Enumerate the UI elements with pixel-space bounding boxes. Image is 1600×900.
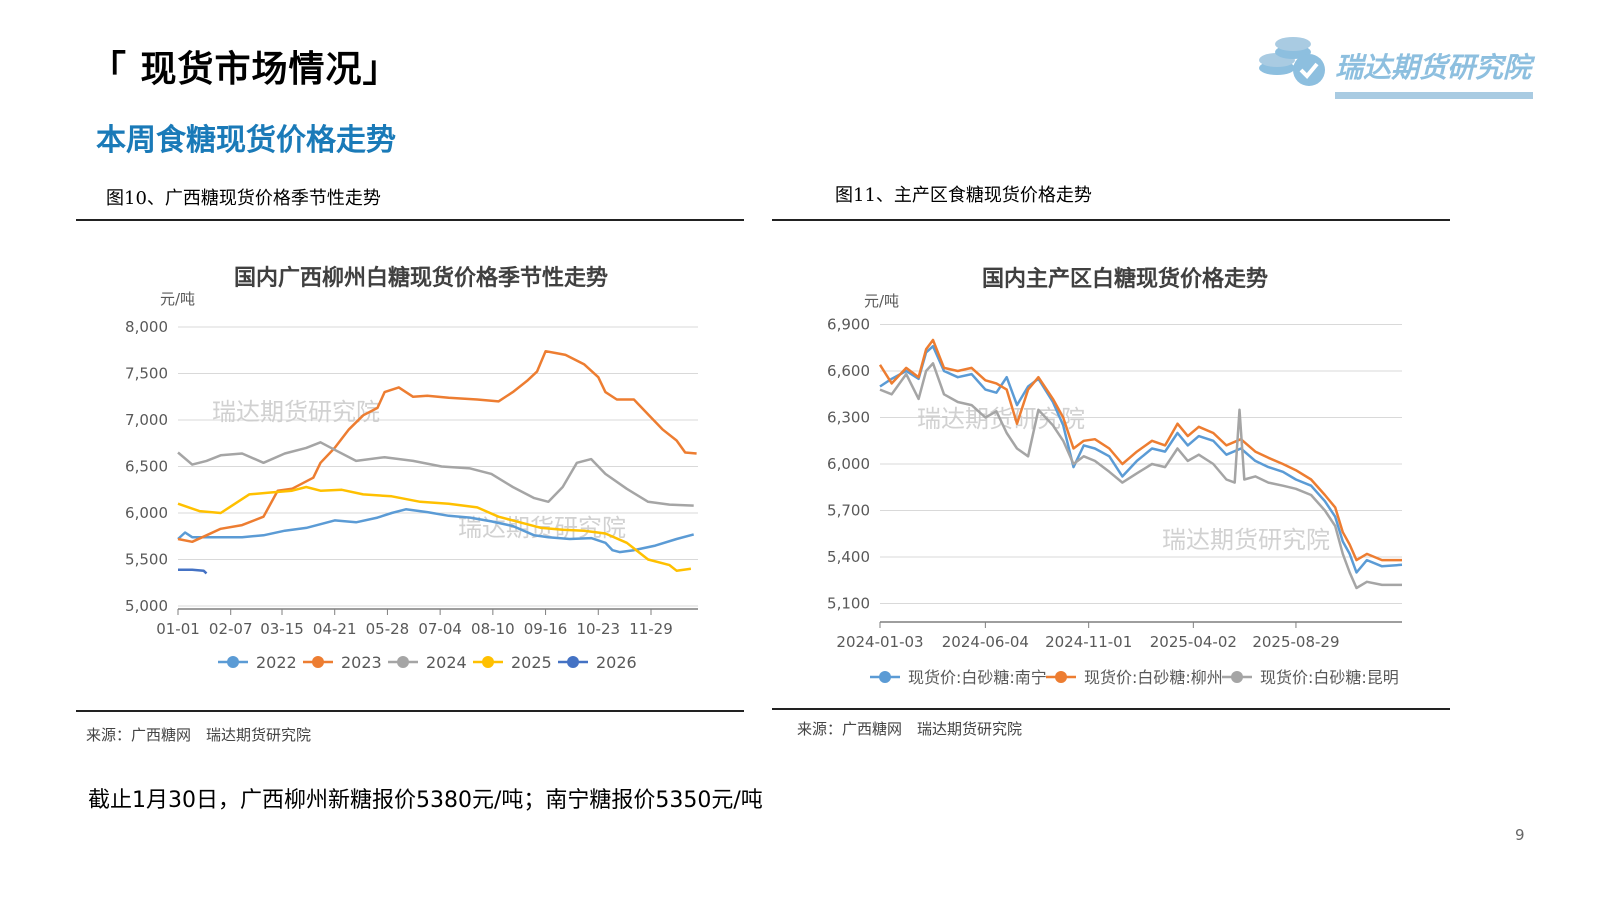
legend-marker	[567, 656, 579, 668]
legend-label: 现货价:白砂糖:柳州	[1084, 668, 1223, 687]
y-tick-label: 5,100	[827, 595, 870, 613]
y-axis-unit: 元/吨	[864, 292, 899, 310]
figure-11-top-rule	[772, 219, 1450, 221]
x-tick-label: 11-29	[629, 620, 673, 638]
coins-logo-icon	[1259, 37, 1325, 86]
legend-item: 2024	[388, 653, 467, 672]
y-tick-label: 6,300	[827, 409, 870, 427]
page-number: 9	[1515, 826, 1525, 844]
legend-label: 现货价:白砂糖:昆明	[1260, 668, 1399, 687]
x-tick-label: 02-07	[209, 620, 253, 638]
y-tick-label: 6,000	[827, 455, 870, 473]
series-line-2024	[177, 441, 694, 507]
y-tick-label: 5,500	[125, 551, 168, 569]
y-tick-label: 6,000	[125, 504, 168, 522]
legend-marker	[1055, 671, 1067, 683]
legend-label: 2022	[256, 653, 297, 672]
watermark: 瑞达期货研究院	[1162, 526, 1330, 554]
y-tick-label: 8,000	[125, 318, 168, 336]
y-tick-label: 6,600	[827, 362, 870, 380]
logo-text: 瑞达期货研究院	[1335, 51, 1532, 84]
legend-label: 2024	[426, 653, 467, 672]
legend-item: 现货价:白砂糖:柳州	[1046, 668, 1223, 687]
legend-item: 2025	[473, 653, 552, 672]
x-tick-label: 2024-06-04	[942, 633, 1029, 651]
legend-label: 2025	[511, 653, 552, 672]
section-subtitle: 本周食糖现货价格走势	[96, 123, 396, 158]
x-tick-label: 08-10	[471, 620, 515, 638]
legend-marker	[397, 656, 409, 668]
legend-label: 2023	[341, 653, 382, 672]
legend-item: 现货价:白砂糖:昆明	[1222, 668, 1399, 687]
y-tick-label: 5,700	[827, 502, 870, 520]
page-title: 「 现货市场情况」	[90, 49, 400, 90]
figure-11-source: 来源：广西糖网 瑞达期货研究院	[797, 720, 1023, 738]
figure-11-bottom-rule	[772, 708, 1450, 710]
x-tick-label: 2025-04-02	[1150, 633, 1237, 651]
legend-item: 2026	[558, 653, 637, 672]
y-tick-label: 5,000	[125, 597, 168, 615]
y-axis-unit: 元/吨	[160, 290, 195, 308]
figure-10-top-rule	[76, 219, 744, 221]
figure-10-source: 来源：广西糖网 瑞达期货研究院	[86, 726, 312, 744]
x-tick-label: 07-04	[418, 620, 462, 638]
series-line-2022	[177, 508, 695, 554]
x-tick-label: 09-16	[524, 620, 568, 638]
figure-10-bottom-rule	[76, 710, 744, 712]
chart-title: 国内广西柳州白糖现货价格季节性走势	[234, 265, 608, 291]
x-tick-label: 2024-01-03	[836, 633, 923, 651]
legend-item: 2022	[218, 653, 297, 672]
conclusion-text: 截止1月30日，广西柳州新糖报价5380元/吨；南宁糖报价5350元/吨	[88, 788, 763, 813]
watermark: 瑞达期货研究院	[212, 398, 380, 426]
figure-11-caption: 图11、主产区食糖现货价格走势	[835, 185, 1092, 206]
y-tick-label: 6,500	[125, 458, 168, 476]
x-tick-label: 03-15	[260, 620, 304, 638]
legend-marker	[1231, 671, 1243, 683]
legend-label: 2026	[596, 653, 637, 672]
x-tick-label: 05-28	[366, 620, 410, 638]
series-line-2025	[177, 485, 692, 572]
y-tick-label: 5,400	[827, 548, 870, 566]
y-tick-label: 7,000	[125, 411, 168, 429]
x-tick-label: 2024-11-01	[1045, 633, 1132, 651]
x-tick-label: 01-01	[156, 620, 200, 638]
chart-title: 国内主产区白糖现货价格走势	[982, 266, 1268, 292]
legend-item: 现货价:白砂糖:南宁	[870, 668, 1047, 687]
legend-marker	[312, 656, 324, 668]
y-tick-label: 6,900	[827, 316, 870, 334]
y-tick-label: 7,500	[125, 365, 168, 383]
logo-underline	[1335, 92, 1533, 99]
figure-10-caption: 图10、广西糖现货价格季节性走势	[106, 188, 381, 209]
series-line-现货价:白砂糖:柳州	[878, 338, 1402, 562]
series-line-2026	[178, 568, 208, 575]
legend-marker	[227, 656, 239, 668]
legend-marker	[482, 656, 494, 668]
series-line-现货价:白砂糖:昆明	[879, 362, 1402, 590]
series-line-现货价:白砂糖:南宁	[879, 344, 1403, 574]
legend-item: 2023	[303, 653, 382, 672]
legend-label: 现货价:白砂糖:南宁	[908, 668, 1047, 687]
legend-marker	[879, 671, 891, 683]
x-tick-label: 04-21	[313, 620, 357, 638]
x-tick-label: 10-23	[576, 620, 620, 638]
x-tick-label: 2025-08-29	[1252, 633, 1339, 651]
